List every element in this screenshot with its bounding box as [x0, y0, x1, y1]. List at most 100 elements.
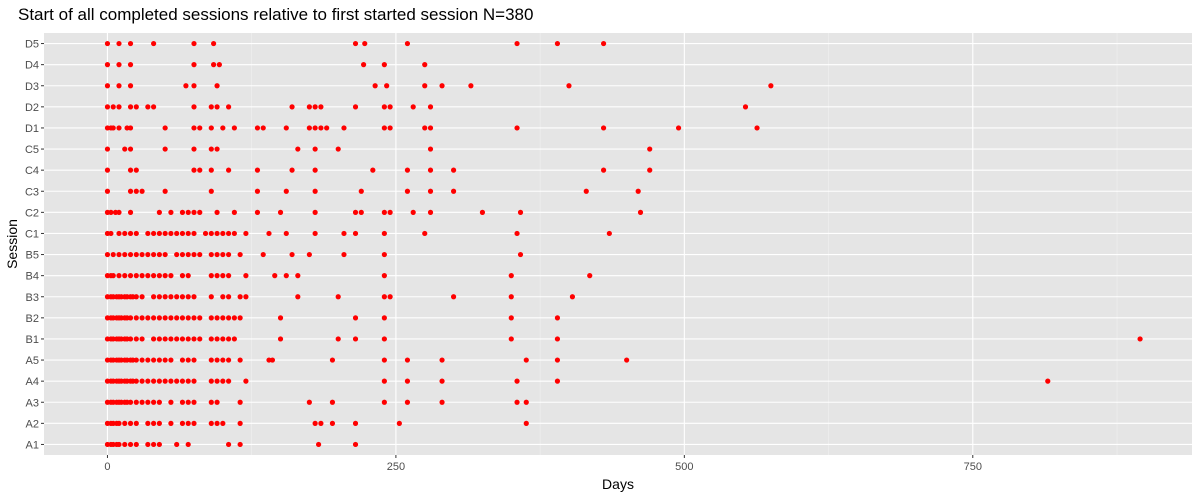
y-tick-label: B4: [26, 271, 39, 283]
data-point: [179, 357, 186, 363]
data-point: [133, 378, 139, 384]
data-point: [237, 399, 243, 405]
data-point: [145, 230, 151, 237]
data-point: [566, 83, 572, 89]
data-point: [362, 40, 368, 47]
data-point: [108, 209, 114, 215]
data-point: [156, 378, 162, 384]
data-point: [583, 188, 589, 194]
data-point: [352, 209, 359, 215]
x-axis-title: Days: [602, 476, 634, 492]
data-point: [214, 146, 220, 152]
data-point: [260, 251, 266, 258]
data-point: [220, 125, 226, 131]
y-tick-label: C2: [25, 207, 39, 219]
data-point: [514, 230, 520, 237]
data-point: [151, 251, 157, 258]
data-point: [260, 125, 266, 131]
data-point: [191, 399, 197, 405]
y-tick-label: C3: [25, 186, 39, 198]
data-point: [191, 209, 197, 215]
data-point: [208, 146, 214, 152]
data-point: [214, 83, 220, 89]
data-point: [174, 378, 180, 384]
data-point: [133, 188, 139, 194]
data-point: [523, 399, 529, 405]
data-point: [318, 125, 324, 131]
data-point: [197, 125, 203, 131]
data-point: [554, 357, 561, 363]
data-point: [191, 315, 197, 321]
y-tick-label: A4: [26, 376, 39, 388]
data-point: [312, 230, 318, 237]
y-tick-label: C1: [25, 228, 39, 240]
y-tick-label: B2: [26, 313, 39, 325]
data-point: [277, 336, 284, 342]
data-point: [289, 251, 295, 258]
data-point: [127, 336, 134, 342]
y-tick-label: B3: [26, 292, 39, 304]
x-tick-label: 500: [675, 461, 693, 473]
data-point: [185, 209, 191, 215]
data-point: [635, 188, 641, 194]
data-point: [197, 167, 203, 173]
data-point: [675, 125, 682, 131]
data-point: [156, 399, 162, 405]
data-point: [514, 399, 520, 405]
data-point: [254, 125, 261, 131]
data-point: [283, 188, 289, 194]
data-point: [162, 336, 168, 342]
data-point: [352, 40, 359, 47]
data-point: [514, 125, 520, 131]
data-point: [122, 441, 128, 448]
data-point: [208, 315, 214, 321]
data-point: [127, 104, 134, 110]
data-point: [174, 251, 180, 258]
data-point: [162, 188, 168, 194]
data-point: [208, 420, 214, 426]
data-point: [191, 40, 197, 47]
data-point: [214, 357, 220, 363]
data-point: [370, 167, 376, 173]
data-point: [637, 209, 644, 215]
data-point: [312, 167, 318, 173]
data-point: [127, 167, 134, 173]
data-point: [312, 209, 318, 215]
data-point: [404, 188, 411, 194]
data-point: [306, 104, 312, 110]
data-point: [226, 336, 232, 342]
data-point: [110, 273, 116, 279]
data-point: [404, 357, 411, 363]
data-point: [185, 273, 191, 279]
data-point: [145, 399, 151, 405]
data-point: [514, 378, 520, 384]
data-point: [116, 104, 122, 110]
data-point: [329, 357, 336, 363]
data-point: [145, 441, 151, 448]
data-point: [226, 273, 232, 279]
data-point: [427, 104, 434, 110]
data-point: [127, 251, 134, 258]
data-point: [197, 336, 203, 342]
y-tick-label: D5: [25, 39, 39, 51]
data-point: [384, 83, 390, 89]
data-point: [185, 357, 191, 363]
data-point: [202, 230, 209, 237]
data-point: [179, 294, 186, 300]
data-point: [151, 357, 157, 363]
data-point: [226, 441, 232, 448]
data-point: [312, 188, 318, 194]
data-point: [174, 294, 180, 300]
data-point: [214, 251, 220, 258]
data-point: [127, 399, 134, 405]
data-point: [208, 336, 214, 342]
x-tick-label: 0: [104, 461, 110, 473]
data-point: [214, 378, 220, 384]
data-point: [214, 315, 220, 321]
data-point: [156, 273, 162, 279]
data-point: [191, 420, 197, 426]
data-point: [352, 315, 359, 321]
data-point: [151, 294, 157, 300]
data-point: [179, 315, 186, 321]
x-tick-label: 250: [387, 461, 405, 473]
